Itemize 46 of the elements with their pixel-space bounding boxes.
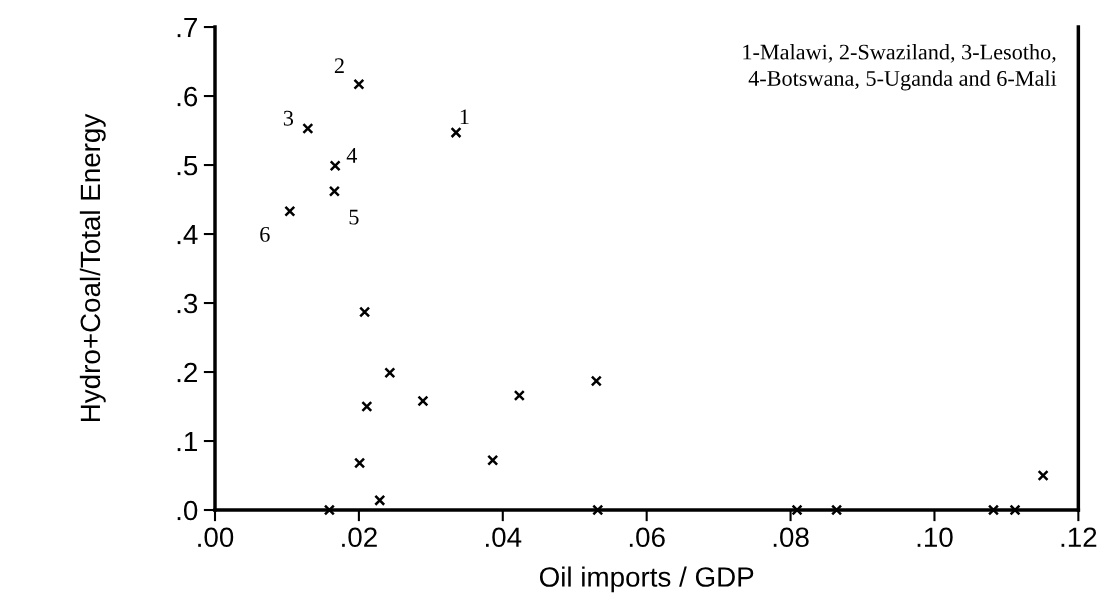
point	[353, 78, 365, 90]
point	[328, 185, 341, 197]
y-tick-label: .2	[177, 362, 197, 383]
point	[513, 389, 525, 402]
annotation: 3	[283, 110, 294, 126]
y-axis-title: Hydro+Coal/Total Energy	[79, 113, 106, 422]
point	[791, 504, 803, 516]
point	[830, 504, 843, 516]
point	[374, 494, 386, 506]
x-tick-label: .02	[342, 527, 377, 548]
x-tick-label: .00	[198, 527, 234, 548]
point	[384, 367, 396, 379]
point	[592, 504, 604, 516]
y-tick-label: .4	[177, 224, 198, 245]
x-axis-title: Oil imports / GDP	[539, 566, 754, 593]
y-tick-label: .6	[177, 86, 198, 107]
x-tick-label: .04	[486, 527, 522, 548]
y-tick-label: .1	[177, 431, 197, 452]
annotation: 1	[460, 109, 469, 125]
annotation: 1-Malawi, 2-Swaziland, 3-Lesotho, 4-Botswana, 5-Uganda and 6-Mali	[743, 43, 1057, 91]
point	[590, 375, 602, 387]
annotation: 2	[334, 58, 344, 73]
point	[450, 126, 462, 139]
point	[323, 504, 336, 516]
point	[329, 160, 341, 172]
point	[1009, 504, 1021, 516]
y-tick-label: .0	[177, 500, 198, 521]
point	[487, 454, 499, 466]
x-tick-label: .08	[773, 527, 809, 548]
y-tick-label: .5	[177, 155, 198, 176]
point	[1037, 469, 1049, 482]
point	[417, 395, 429, 407]
x-tick-label: .06	[629, 527, 665, 548]
x-tick-label: .12	[1061, 527, 1097, 547]
point	[987, 504, 1000, 516]
point	[302, 122, 314, 135]
y-tick-label: .7	[177, 18, 197, 38]
y-tick-label: .3	[177, 293, 198, 314]
annotation: 5	[349, 209, 359, 225]
point	[359, 306, 371, 318]
point	[353, 457, 366, 469]
point	[284, 205, 296, 217]
annotation: 6	[260, 226, 270, 242]
x-tick-label: .10	[917, 527, 953, 548]
annotation: 4	[346, 148, 358, 163]
point	[361, 400, 373, 413]
